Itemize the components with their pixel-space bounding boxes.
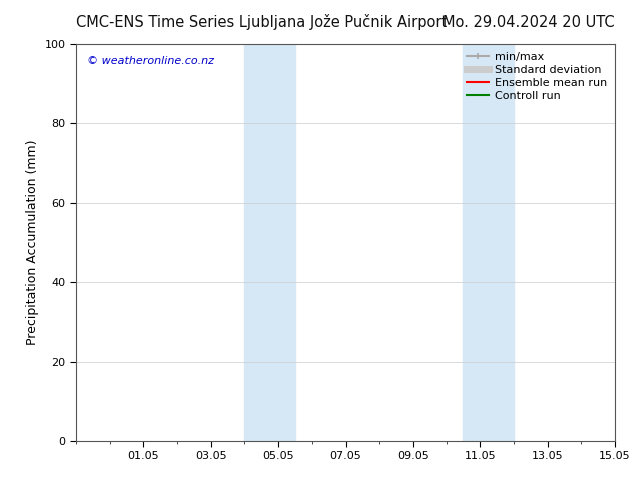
Text: © weatheronline.co.nz: © weatheronline.co.nz — [87, 56, 214, 66]
Text: CMC-ENS Time Series Ljubljana Jože Pučnik Airport: CMC-ENS Time Series Ljubljana Jože Pučni… — [76, 14, 448, 30]
Bar — [245, 44, 295, 441]
Legend: min/max, Standard deviation, Ensemble mean run, Controll run: min/max, Standard deviation, Ensemble me… — [465, 49, 609, 103]
Bar — [463, 44, 514, 441]
Text: Mo. 29.04.2024 20 UTC: Mo. 29.04.2024 20 UTC — [443, 15, 615, 29]
Y-axis label: Precipitation Accumulation (mm): Precipitation Accumulation (mm) — [26, 140, 39, 345]
